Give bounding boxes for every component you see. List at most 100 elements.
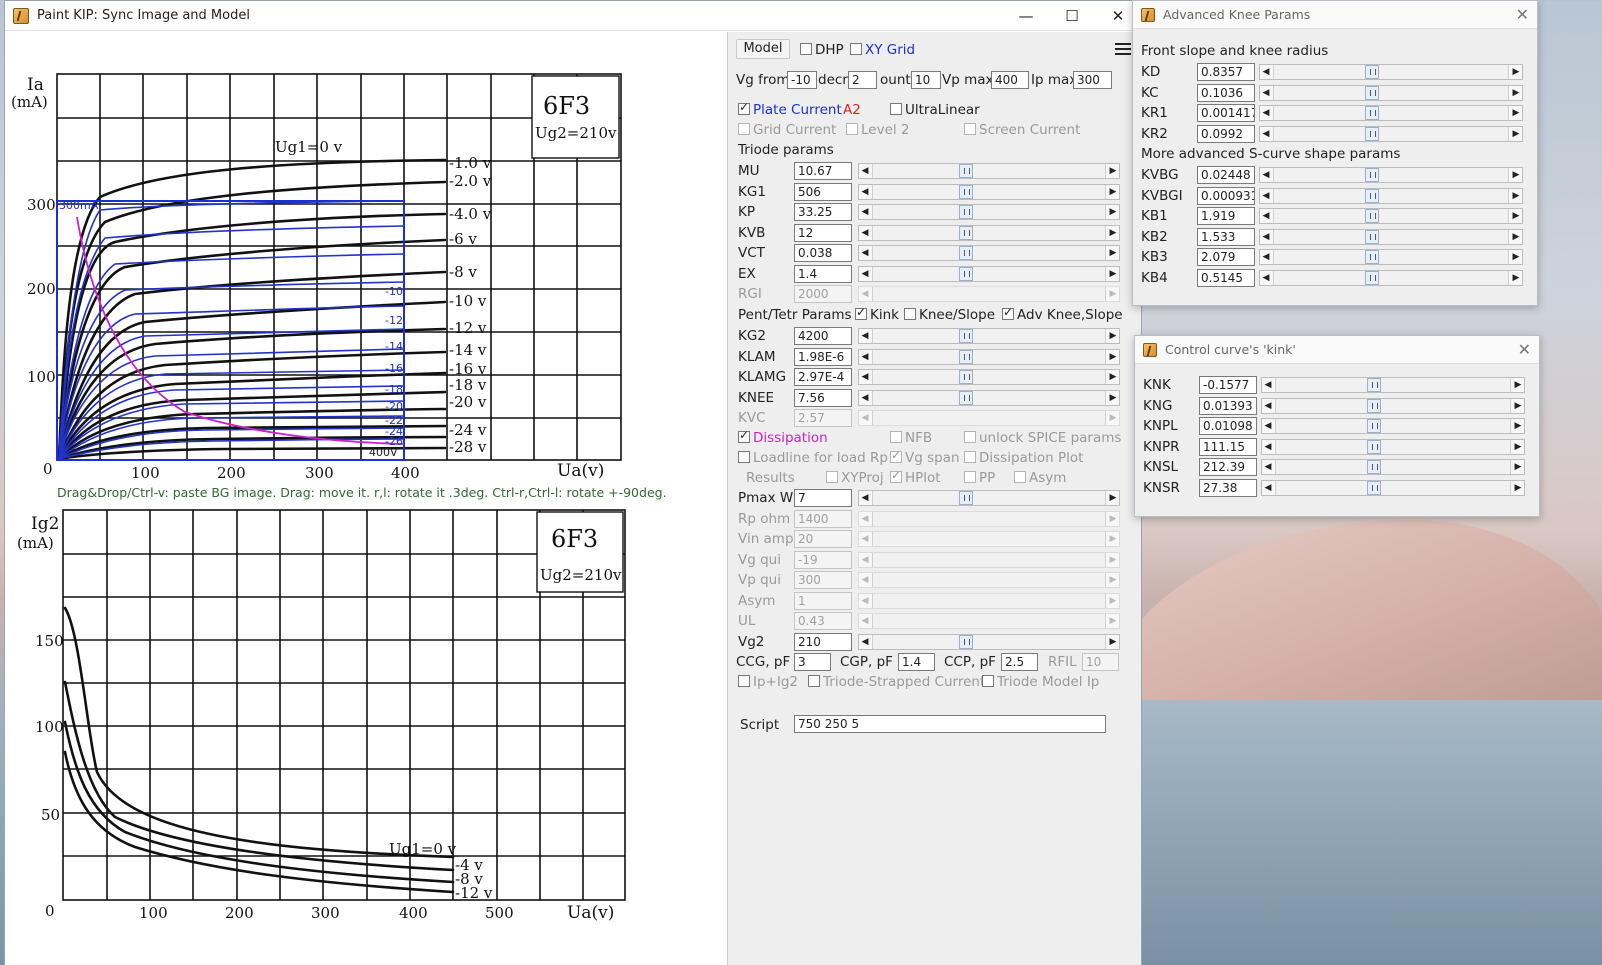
arrow-right-icon[interactable]: ▶ — [1512, 170, 1520, 180]
param-input[interactable]: 2.57 — [794, 409, 852, 427]
param-slider[interactable]: ◀ ▶ — [858, 163, 1120, 179]
slider-track[interactable] — [872, 411, 1106, 425]
slider-track[interactable] — [872, 390, 1106, 405]
minimize-icon[interactable]: — — [1018, 7, 1034, 25]
slider-track[interactable] — [872, 614, 1106, 628]
slider-track[interactable] — [1273, 270, 1509, 285]
arrow-left-icon[interactable]: ◀ — [1264, 482, 1272, 493]
slider-track[interactable] — [1275, 419, 1511, 433]
arrow-right-icon[interactable]: ▶ — [1109, 513, 1117, 524]
arrow-right-icon[interactable]: ▶ — [1514, 462, 1522, 472]
slider-thumb[interactable] — [1365, 106, 1380, 120]
slider-thumb[interactable] — [1367, 460, 1382, 474]
arrow-left-icon[interactable]: ◀ — [861, 289, 869, 299]
slider-track[interactable] — [1273, 65, 1509, 79]
slider-thumb[interactable] — [958, 370, 973, 384]
slider-thumb[interactable] — [958, 349, 973, 364]
param-slider[interactable]: ◀ ▶ — [1261, 397, 1525, 414]
slider-track[interactable] — [1275, 439, 1511, 454]
slider-thumb[interactable] — [958, 634, 973, 649]
param-input[interactable]: 1 — [794, 591, 852, 610]
arrow-left-icon[interactable]: ◀ — [861, 392, 869, 403]
arrow-left-icon[interactable]: ◀ — [1262, 67, 1270, 77]
arrow-left-icon[interactable]: ◀ — [861, 268, 869, 279]
arrow-left-icon[interactable]: ◀ — [861, 207, 869, 217]
slider-track[interactable] — [872, 532, 1106, 546]
param-slider[interactable]: ◀ ▶ — [1259, 208, 1523, 224]
slider-thumb[interactable] — [1365, 168, 1380, 182]
nfb-checkbox[interactable]: NFB — [890, 430, 932, 446]
param-input[interactable]: -19 — [794, 550, 852, 569]
slider-track[interactable] — [872, 164, 1106, 178]
param-slider[interactable]: ◀ ▶ — [858, 369, 1120, 385]
hplot-checkbox[interactable]: HPlot — [890, 468, 941, 486]
vpmax-input[interactable]: 400 — [991, 71, 1029, 89]
param-slider[interactable]: ◀ ▶ — [1259, 84, 1523, 101]
param-input[interactable]: 2.079 — [1197, 248, 1255, 266]
arrow-right-icon[interactable]: ▶ — [1512, 190, 1520, 201]
arrow-right-icon[interactable]: ▶ — [1109, 227, 1117, 238]
slider-thumb[interactable] — [1365, 65, 1380, 79]
param-input[interactable]: 0.038 — [794, 244, 852, 262]
xyproj-checkbox[interactable]: XYProj — [826, 470, 884, 486]
slider-track[interactable] — [1273, 188, 1509, 203]
slider-thumb[interactable] — [1367, 398, 1382, 413]
hamburger-menu-icon[interactable] — [1111, 38, 1135, 60]
arrow-left-icon[interactable]: ◀ — [861, 493, 869, 503]
slider-track[interactable] — [1275, 480, 1511, 495]
rfil-input[interactable]: 10 — [1082, 653, 1119, 671]
slider-thumb[interactable] — [1367, 480, 1382, 495]
param-input[interactable]: 2000 — [794, 285, 852, 303]
ccg-input[interactable]: 3 — [794, 653, 831, 671]
arrow-left-icon[interactable]: ◀ — [861, 616, 869, 626]
arrow-left-icon[interactable]: ◀ — [861, 636, 869, 647]
slider-thumb[interactable] — [1365, 126, 1380, 141]
knee-slope-checkbox[interactable]: Knee/Slope — [904, 307, 995, 323]
param-slider[interactable]: ◀ ▶ — [858, 224, 1120, 241]
slider-thumb[interactable] — [958, 184, 973, 199]
arrow-right-icon[interactable]: ▶ — [1514, 421, 1522, 431]
slider-thumb[interactable] — [1365, 188, 1380, 203]
ip-ig2-checkbox[interactable]: Ip+Ig2 — [738, 674, 798, 690]
param-input[interactable]: 1.533 — [1197, 227, 1255, 246]
ipmax-input[interactable]: 300 — [1073, 71, 1112, 89]
arrow-left-icon[interactable]: ◀ — [1262, 211, 1270, 221]
slider-thumb[interactable] — [958, 329, 973, 343]
param-slider[interactable]: ◀ ▶ — [1259, 125, 1523, 142]
arrow-left-icon[interactable]: ◀ — [1262, 128, 1270, 139]
param-slider[interactable]: ◀ ▶ — [858, 613, 1120, 629]
arrow-right-icon[interactable]: ▶ — [1109, 636, 1117, 647]
cgp-input[interactable]: 1.4 — [898, 653, 935, 671]
arrow-right-icon[interactable]: ▶ — [1109, 493, 1117, 503]
param-input[interactable]: 7 — [794, 489, 852, 507]
slider-thumb[interactable] — [1365, 270, 1380, 285]
arrow-right-icon[interactable]: ▶ — [1512, 108, 1520, 118]
level2-checkbox[interactable]: Level 2 — [846, 122, 910, 138]
close-icon[interactable]: ✕ — [1517, 340, 1531, 359]
vg-from-input[interactable]: -10 — [787, 71, 817, 89]
param-slider[interactable]: ◀ ▶ — [858, 410, 1120, 426]
dissipation-checkbox[interactable]: Dissipation — [738, 428, 828, 446]
grid-current-checkbox[interactable]: Grid Current — [738, 122, 836, 138]
slider-thumb[interactable] — [1367, 378, 1382, 392]
plot-canvas[interactable]: 6F3 Ug2=210v Ia (mA) 300 200 100 0 100 2… — [5, 32, 727, 965]
triode-model-ip-checkbox[interactable]: Triode Model Ip — [982, 674, 1099, 690]
param-input[interactable]: 111.15 — [1199, 437, 1257, 456]
slider-thumb[interactable] — [958, 225, 973, 240]
slider-track[interactable] — [1273, 106, 1509, 120]
param-slider[interactable]: ◀ ▶ — [858, 633, 1120, 650]
slider-track[interactable] — [872, 287, 1106, 301]
param-input[interactable]: 0.001417 — [1197, 104, 1255, 122]
slider-track[interactable] — [872, 634, 1106, 649]
param-slider[interactable]: ◀ ▶ — [1261, 438, 1525, 455]
arrow-right-icon[interactable]: ▶ — [1109, 616, 1117, 626]
arrow-right-icon[interactable]: ▶ — [1512, 67, 1520, 77]
param-input[interactable]: 1.4 — [794, 264, 852, 283]
main-titlebar[interactable]: Paint KIP: Sync Image and Model — ☐ ✕ — [5, 1, 1141, 31]
param-input[interactable]: 0.01393 — [1199, 396, 1257, 415]
param-input[interactable]: 0.5145 — [1197, 268, 1255, 287]
param-input[interactable]: 1.919 — [1197, 207, 1255, 225]
ultralinear-checkbox[interactable]: UltraLinear — [890, 102, 980, 118]
slider-track[interactable] — [872, 205, 1106, 219]
param-slider[interactable]: ◀ ▶ — [858, 510, 1120, 527]
